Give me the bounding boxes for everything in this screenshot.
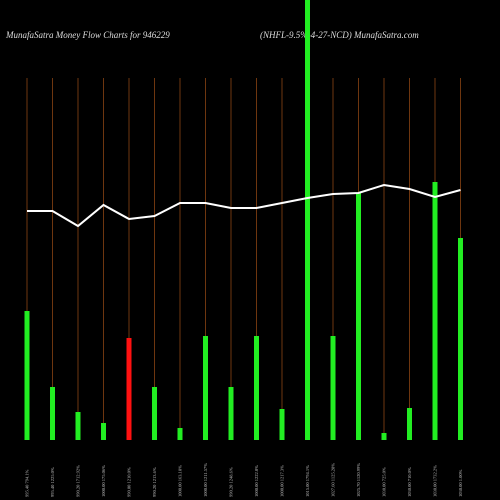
bar — [432, 182, 438, 440]
bar — [381, 433, 387, 440]
x-tick-label: 1030.00 725.0% — [382, 467, 387, 497]
x-tick-label: 1027.60 1125.28% — [331, 463, 336, 497]
bar — [126, 338, 132, 440]
bar — [458, 238, 463, 440]
x-tick-label: 1015.00 1794.1% — [305, 465, 310, 497]
x-tick-label: 990.20 1213.6% — [152, 467, 157, 497]
bar — [152, 387, 157, 440]
x-tick-label: 1000.00 163.18% — [178, 465, 183, 497]
x-tick-label: 1025.70 1120.99% — [356, 463, 361, 497]
bar — [228, 387, 234, 440]
bar — [330, 336, 336, 440]
x-tick-label: 990.00 1210.0% — [127, 467, 132, 497]
x-tick-label: 1030.00 1.00% — [458, 469, 463, 497]
x-tick-label: 1000.00 175.06% — [101, 465, 106, 497]
x-tick-label: 990.20 1712.92% — [76, 465, 81, 497]
bar — [279, 409, 285, 440]
x-tick-label: 1000.00 1222.0% — [254, 465, 259, 497]
chart-subtitle: (NHFL-9.5%-4-27-NCD) MunafaSatra.com — [260, 30, 419, 40]
bar — [75, 412, 81, 440]
bar — [407, 408, 412, 440]
x-tick-label: 1000.00 1217.3% — [280, 465, 285, 497]
bar — [50, 387, 55, 440]
chart-title: MunafaSatra Money Flow Charts for 946229 — [5, 30, 170, 40]
price-line — [27, 183, 461, 228]
bar — [356, 193, 361, 440]
x-tick-label: 1030.00 1732.2% — [433, 465, 438, 497]
bar — [24, 311, 30, 440]
x-tick-label: 995.40 1225.0% — [50, 467, 55, 497]
x-tick-label: 990.20 1248.6% — [229, 467, 234, 497]
x-tick-label: 1030.00 710.0% — [407, 467, 412, 497]
bar — [177, 428, 183, 440]
bar — [203, 336, 208, 440]
x-tick-label: 1000.00 1211.57% — [203, 463, 208, 497]
bar — [305, 0, 310, 440]
bar — [254, 336, 259, 440]
bar — [101, 423, 106, 440]
x-tick-label: 995.40 794.1% — [25, 469, 30, 497]
